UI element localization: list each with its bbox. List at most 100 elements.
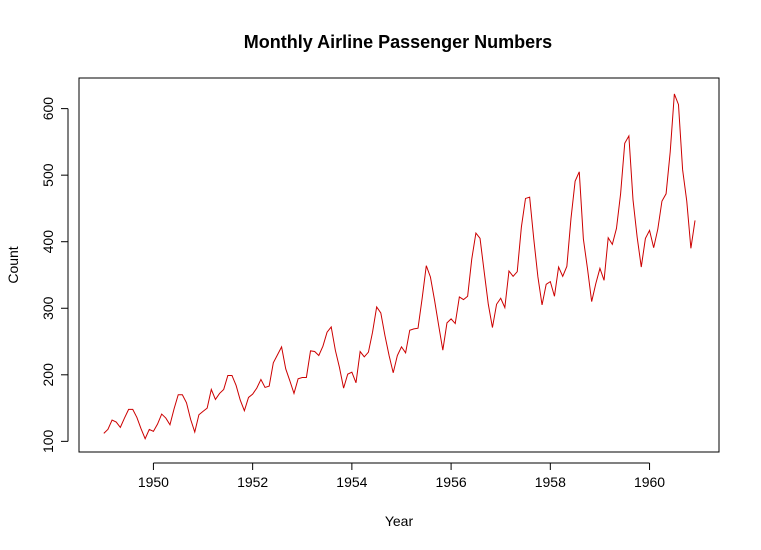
- y-axis: 100 200 300 400 500 600: [40, 97, 69, 453]
- data-point: [331, 326, 332, 327]
- data-point: [529, 197, 530, 198]
- data-point: [289, 380, 290, 381]
- data-point: [364, 356, 365, 357]
- data-point: [479, 238, 480, 239]
- data-point: [314, 351, 315, 352]
- data-point: [384, 335, 385, 336]
- data-point: [285, 368, 286, 369]
- data-point: [591, 301, 592, 302]
- data-points: [103, 93, 695, 439]
- data-point: [326, 332, 327, 333]
- data-point: [236, 385, 237, 386]
- y-tick-label: 500: [40, 163, 56, 187]
- data-point: [513, 276, 514, 277]
- data-point: [244, 410, 245, 411]
- data-point: [269, 386, 270, 387]
- data-point: [207, 407, 208, 408]
- data-point: [653, 247, 654, 248]
- data-point: [347, 374, 348, 375]
- data-point: [161, 413, 162, 414]
- y-tick-label: 400: [40, 230, 56, 254]
- data-point: [103, 433, 104, 434]
- data-point: [417, 328, 418, 329]
- data-point: [579, 171, 580, 172]
- data-point: [372, 332, 373, 333]
- data-point: [240, 399, 241, 400]
- data-point: [434, 300, 435, 301]
- data-point: [405, 352, 406, 353]
- data-point: [136, 417, 137, 418]
- data-point: [215, 399, 216, 400]
- x-axis: 1950 1952 1954 1956 1958 1960: [138, 462, 665, 490]
- data-point: [376, 306, 377, 307]
- data-point: [157, 423, 158, 424]
- data-point: [256, 388, 257, 389]
- x-axis-label: Year: [385, 513, 414, 529]
- data-point: [471, 258, 472, 259]
- data-point: [533, 238, 534, 239]
- data-point: [281, 346, 282, 347]
- data-point: [202, 411, 203, 412]
- data-point: [219, 393, 220, 394]
- data-point: [173, 408, 174, 409]
- data-point: [393, 372, 394, 373]
- data-point: [682, 169, 683, 170]
- data-point: [484, 271, 485, 272]
- data-point: [492, 327, 493, 328]
- data-point: [339, 367, 340, 368]
- data-point: [211, 389, 212, 390]
- data-point: [380, 312, 381, 313]
- data-point: [488, 304, 489, 305]
- y-tick-label: 300: [40, 296, 56, 320]
- data-point: [500, 298, 501, 299]
- data-point: [566, 266, 567, 267]
- data-point: [583, 238, 584, 239]
- data-point: [343, 388, 344, 389]
- data-point: [360, 351, 361, 352]
- data-point: [165, 417, 166, 418]
- data-point: [637, 236, 638, 237]
- data-point: [298, 378, 299, 379]
- data-point: [368, 352, 369, 353]
- data-point: [554, 296, 555, 297]
- data-point: [355, 382, 356, 383]
- data-point: [467, 296, 468, 297]
- data-point: [310, 350, 311, 351]
- data-point: [153, 431, 154, 432]
- y-tick-label: 600: [40, 97, 56, 121]
- data-point: [132, 409, 133, 410]
- data-point: [455, 323, 456, 324]
- data-point: [446, 322, 447, 323]
- data-point: [124, 417, 125, 418]
- x-tick-label: 1956: [436, 474, 467, 490]
- x-tick-label: 1958: [535, 474, 566, 490]
- x-tick-label: 1952: [237, 474, 268, 490]
- data-point: [595, 283, 596, 284]
- y-tick-label: 200: [40, 363, 56, 387]
- data-point: [198, 414, 199, 415]
- data-point: [475, 232, 476, 233]
- data-point: [426, 265, 427, 266]
- data-point: [517, 271, 518, 272]
- data-point: [140, 428, 141, 429]
- y-tick-label: 100: [40, 429, 56, 453]
- data-point: [302, 377, 303, 378]
- data-point: [422, 298, 423, 299]
- data-point: [603, 280, 604, 281]
- data-point: [575, 181, 576, 182]
- data-point: [537, 276, 538, 277]
- data-point: [686, 201, 687, 202]
- data-point: [599, 268, 600, 269]
- data-point: [322, 346, 323, 347]
- data-point: [430, 276, 431, 277]
- data-point: [252, 394, 253, 395]
- data-point: [293, 393, 294, 394]
- data-point: [145, 438, 146, 439]
- data-point: [335, 350, 336, 351]
- data-point: [273, 362, 274, 363]
- x-tick-label: 1954: [336, 474, 367, 490]
- data-point: [521, 226, 522, 227]
- data-point: [107, 429, 108, 430]
- data-point: [645, 238, 646, 239]
